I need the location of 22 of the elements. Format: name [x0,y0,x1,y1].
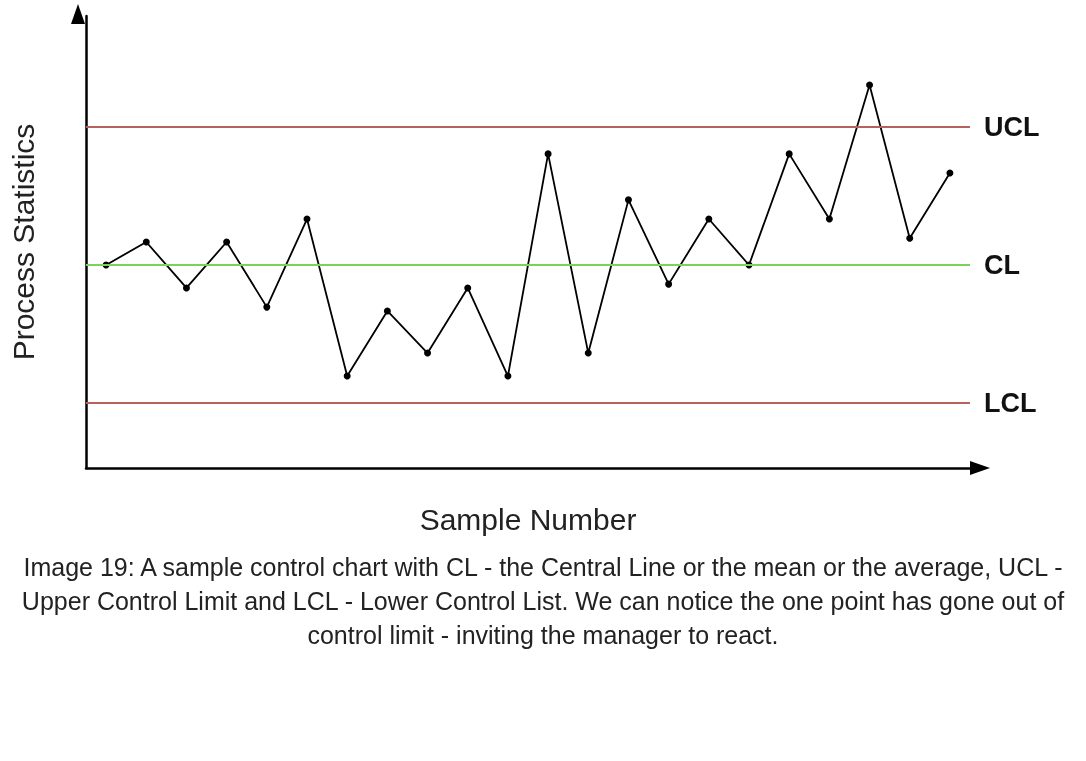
point [705,215,713,223]
ref-line-label: CL [984,249,1020,280]
point [263,303,271,311]
text: Image 19: A sample control chart with CL - the Central Line or the mean or the average, UCL - Upper Control Limit and LCL - Lower Control List. We can notice the one point has gone out of control limit - inviting the manager to react. [20,552,1066,651]
point [906,234,914,242]
point [785,150,793,158]
point [584,349,592,357]
ref-line-label: LCL [984,387,1037,418]
point [665,280,673,288]
point [825,215,833,223]
y-axis-title: Process Statistics [6,123,40,361]
point [223,238,231,246]
point [383,307,391,315]
point [142,238,150,246]
point [182,284,190,292]
ref-line-label: UCL [984,112,1040,143]
point [464,284,472,292]
point [343,372,351,380]
point [424,349,432,357]
point [866,81,874,89]
x-axis-title: Sample Number [419,502,637,536]
point [624,196,632,204]
